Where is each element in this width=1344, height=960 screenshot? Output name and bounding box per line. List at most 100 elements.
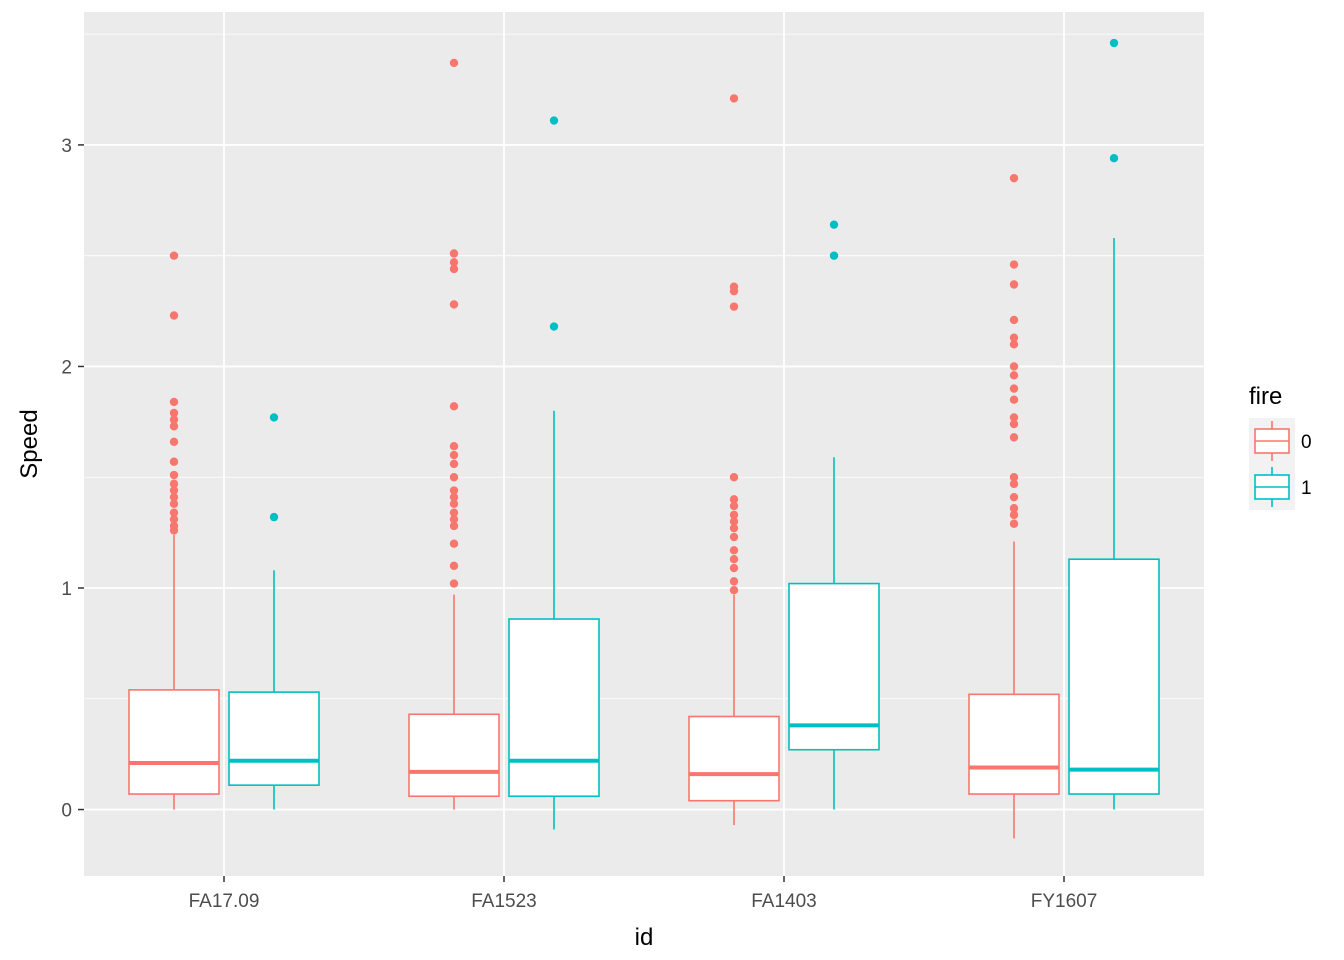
box-iqr bbox=[128, 689, 220, 795]
box-group bbox=[508, 116, 600, 830]
outlier-point bbox=[449, 459, 459, 469]
x-axis-title: id bbox=[635, 924, 654, 951]
outlier-point bbox=[449, 515, 459, 524]
legend-key: 1 bbox=[1249, 464, 1312, 510]
outlier-point bbox=[1109, 38, 1119, 48]
outlier-point bbox=[729, 495, 739, 504]
x-axis: FA17.09 FA1523 FA1403 FY1607 bbox=[189, 876, 1098, 912]
y-tick-label: 2 bbox=[61, 357, 72, 378]
outlier-point bbox=[729, 501, 739, 511]
y-tick-label: 3 bbox=[61, 136, 72, 157]
outlier-point bbox=[449, 258, 459, 267]
outlier-point bbox=[1009, 519, 1019, 528]
outlier-point bbox=[1009, 433, 1019, 442]
box-iqr bbox=[968, 693, 1060, 795]
y-tick-label: 0 bbox=[61, 801, 72, 822]
outlier-point bbox=[1009, 173, 1019, 183]
legend-keys: 01 bbox=[1249, 418, 1312, 510]
outlier-point bbox=[169, 486, 179, 495]
box-group bbox=[688, 94, 780, 826]
outlier-point bbox=[169, 422, 179, 431]
outlier-point bbox=[449, 58, 459, 68]
outlier-point bbox=[169, 437, 179, 446]
outlier-point bbox=[449, 492, 459, 502]
outlier-point bbox=[1109, 154, 1119, 163]
y-axis: 0 1 2 3 bbox=[61, 136, 84, 822]
outlier-point bbox=[729, 563, 739, 573]
outlier-point bbox=[1009, 419, 1019, 429]
outlier-point bbox=[449, 264, 459, 274]
outlier-point bbox=[1009, 473, 1019, 482]
legend-label: 1 bbox=[1301, 478, 1312, 499]
outlier-point bbox=[1009, 384, 1019, 393]
outlier-point bbox=[1009, 315, 1019, 325]
outlier-point bbox=[449, 561, 459, 571]
box-group bbox=[228, 413, 320, 810]
outlier-point bbox=[1009, 395, 1019, 404]
outlier-point bbox=[829, 251, 839, 260]
outlier-point bbox=[169, 408, 179, 418]
legend-key: 0 bbox=[1249, 418, 1312, 464]
outlier-point bbox=[729, 546, 739, 555]
x-tick-label: FA17.09 bbox=[189, 891, 260, 912]
outlier-point bbox=[729, 473, 739, 482]
outlier-point bbox=[729, 523, 739, 533]
outlier-point bbox=[449, 402, 459, 411]
outlier-point bbox=[169, 311, 179, 320]
x-tick-label: FA1523 bbox=[471, 891, 537, 912]
outlier-point bbox=[169, 508, 179, 517]
y-tick-label: 1 bbox=[61, 579, 72, 600]
outlier-point bbox=[1009, 340, 1019, 349]
outlier-point bbox=[1009, 479, 1019, 489]
box-iqr bbox=[408, 713, 500, 798]
outlier-point bbox=[729, 586, 739, 595]
outlier-point bbox=[169, 492, 179, 502]
outlier-point bbox=[1009, 280, 1019, 289]
outlier-point bbox=[169, 397, 179, 407]
outlier-point bbox=[449, 499, 459, 509]
outlier-point bbox=[169, 499, 179, 509]
outlier-point bbox=[729, 532, 739, 542]
outlier-point bbox=[449, 508, 459, 517]
box-iqr bbox=[508, 618, 600, 798]
box-group bbox=[968, 173, 1060, 839]
outlier-point bbox=[1009, 362, 1019, 371]
box-iqr bbox=[228, 691, 320, 786]
x-tick-label: FY1607 bbox=[1031, 891, 1098, 912]
outlier-point bbox=[729, 510, 739, 520]
x-tick-label: FA1403 bbox=[751, 891, 817, 912]
outlier-point bbox=[449, 539, 459, 548]
box-group bbox=[128, 251, 220, 810]
outlier-point bbox=[449, 579, 459, 588]
outlier-point bbox=[729, 577, 739, 586]
outlier-point bbox=[549, 322, 559, 331]
outlier-point bbox=[449, 249, 459, 258]
outlier-point bbox=[729, 555, 739, 564]
outlier-point bbox=[1009, 333, 1019, 342]
outlier-point bbox=[169, 521, 179, 531]
outlier-point bbox=[169, 251, 179, 260]
box-group bbox=[788, 220, 880, 810]
outlier-point bbox=[449, 450, 459, 460]
outlier-point bbox=[729, 282, 739, 291]
outlier-point bbox=[169, 515, 179, 524]
outlier-point bbox=[449, 473, 459, 482]
outlier-point bbox=[1009, 504, 1019, 513]
outlier-point bbox=[169, 415, 179, 424]
legend-label: 0 bbox=[1301, 432, 1312, 453]
outlier-point bbox=[269, 512, 279, 522]
y-axis-title: Speed bbox=[16, 409, 43, 478]
outlier-point bbox=[449, 300, 459, 309]
box-iqr bbox=[788, 582, 880, 751]
outlier-point bbox=[1009, 371, 1019, 380]
outlier-point bbox=[829, 220, 839, 229]
outlier-point bbox=[449, 486, 459, 495]
legend-title: fire bbox=[1249, 383, 1282, 410]
outlier-point bbox=[449, 442, 459, 451]
box-iqr bbox=[688, 715, 780, 802]
box-group bbox=[1068, 38, 1160, 810]
outlier-point bbox=[729, 302, 739, 311]
outlier-point bbox=[169, 479, 179, 489]
outlier-point bbox=[729, 94, 739, 103]
